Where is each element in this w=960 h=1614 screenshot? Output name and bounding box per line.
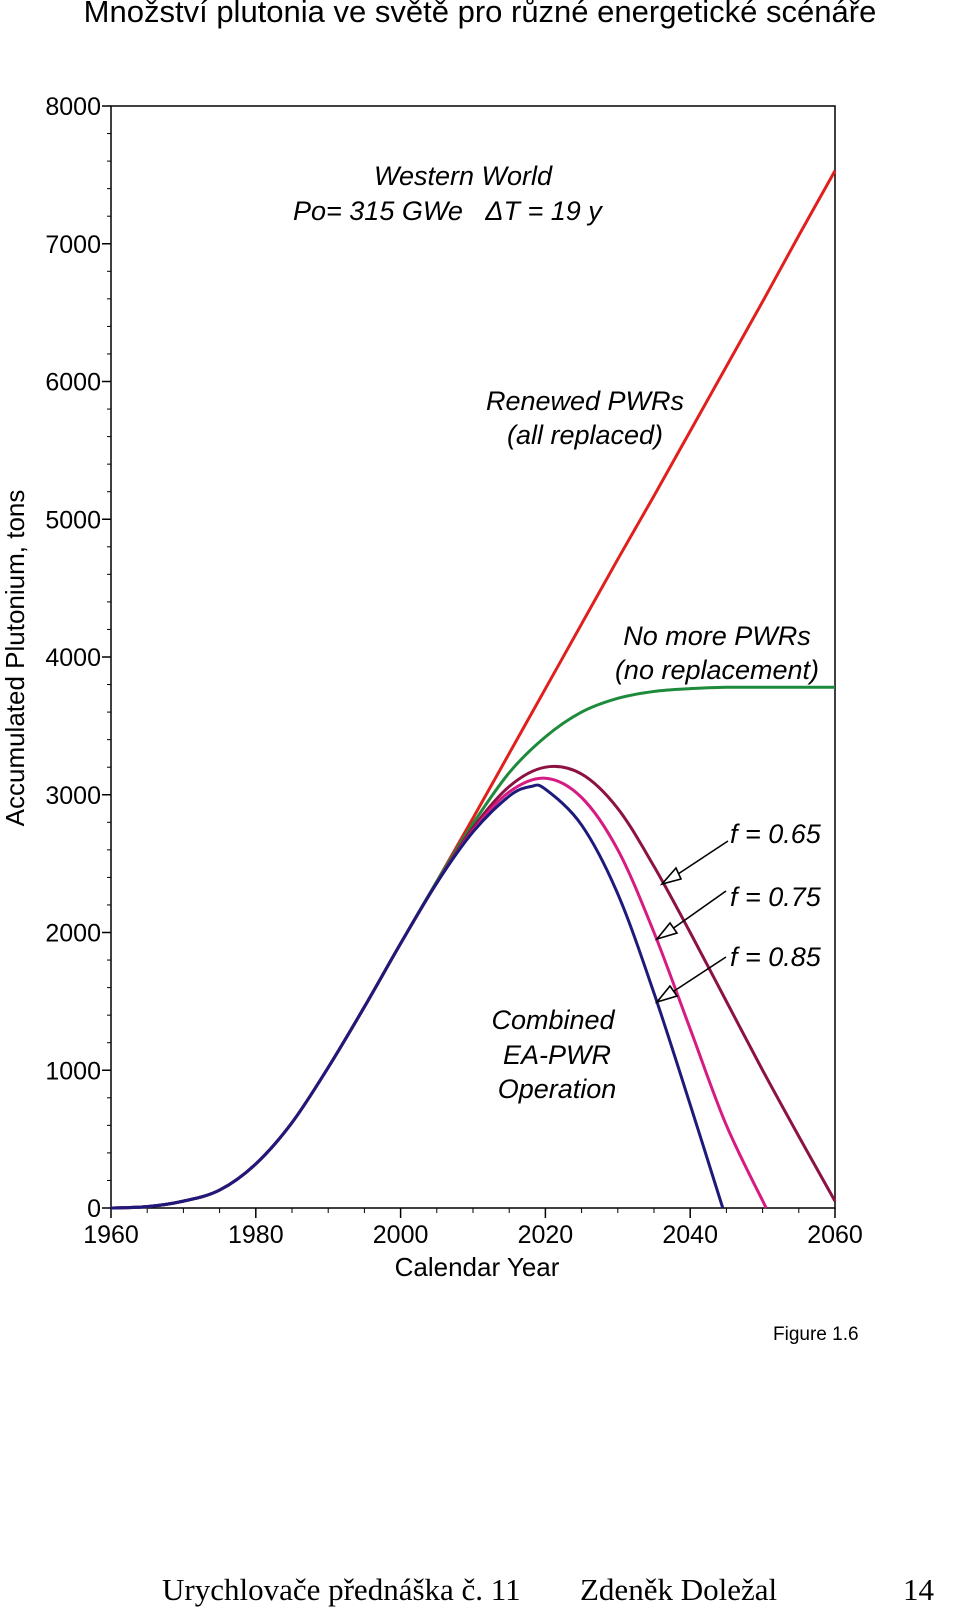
x-tick-label: 2020: [518, 1221, 574, 1249]
y-tick-label: 1000: [45, 1057, 101, 1085]
x-axis-ticks: 1960 1980 2000 2020 2040 2060: [83, 1208, 863, 1249]
header-annotation-2: Po= 315 GWe ΔT = 19 y: [293, 196, 603, 226]
renewed-label-2: (all replaced): [507, 420, 663, 450]
y-tick-label: 8000: [45, 93, 101, 121]
y-tick-label: 5000: [45, 506, 101, 534]
arrow-f075-head: [654, 921, 679, 941]
minor-tick-marks: [107, 133, 800, 1213]
f075-label: f = 0.75: [730, 882, 822, 912]
y-tick-label: 6000: [45, 369, 101, 397]
x-tick-label: 2000: [373, 1221, 429, 1249]
arrow-f085-line: [667, 956, 727, 996]
y-tick-label: 2000: [45, 920, 101, 948]
arrow-f065-line: [671, 840, 729, 879]
series-lines: [110, 170, 837, 1210]
combined-label-2: EA-PWR: [503, 1040, 611, 1070]
arrow-f065-head: [659, 866, 683, 886]
f085-label: f = 0.85: [730, 942, 822, 972]
x-tick-label: 1980: [228, 1221, 284, 1249]
y-tick-label: 3000: [45, 782, 101, 810]
series-line-renewed: [110, 170, 837, 1210]
x-tick-label: 1960: [83, 1221, 139, 1249]
footer-course: Urychlovače přednáška č. 11: [162, 1572, 521, 1607]
nomore-label-2: (no replacement): [615, 655, 819, 685]
f065-label: f = 0.65: [730, 819, 822, 849]
y-tick-label: 4000: [45, 644, 101, 672]
x-tick-label: 2040: [662, 1221, 718, 1249]
footer-page-number: 14: [903, 1572, 934, 1607]
renewed-label-1: Renewed PWRs: [486, 386, 684, 416]
series-line-f085: [110, 783, 725, 1210]
x-axis-title: Calendar Year: [395, 1252, 560, 1282]
y-tick-label: 7000: [45, 231, 101, 259]
slide-title: Množství plutonia ve světě pro různé ene…: [83, 0, 877, 29]
series-line-no_more: [110, 685, 835, 1210]
nomore-label-1: No more PWRs: [623, 621, 811, 651]
arrow-f075-line: [667, 890, 727, 933]
arrow-f085-head: [654, 984, 679, 1004]
annotation-arrows: [654, 840, 729, 1004]
combined-label-3: Operation: [498, 1074, 617, 1104]
x-tick-label: 2060: [807, 1221, 863, 1249]
combined-label-1: Combined: [491, 1005, 615, 1035]
y-axis-ticks: 0 1000 2000 3000 4000 5000 6000 7000 8000: [45, 93, 111, 1223]
header-annotation-1: Western World: [374, 161, 553, 191]
footer-author: Zdeněk Doležal: [580, 1572, 778, 1607]
y-axis-title: Accumulated Plutonium, tons: [0, 490, 30, 827]
y-tick-label: 0: [87, 1195, 101, 1223]
figure-label: Figure 1.6: [773, 1324, 859, 1345]
